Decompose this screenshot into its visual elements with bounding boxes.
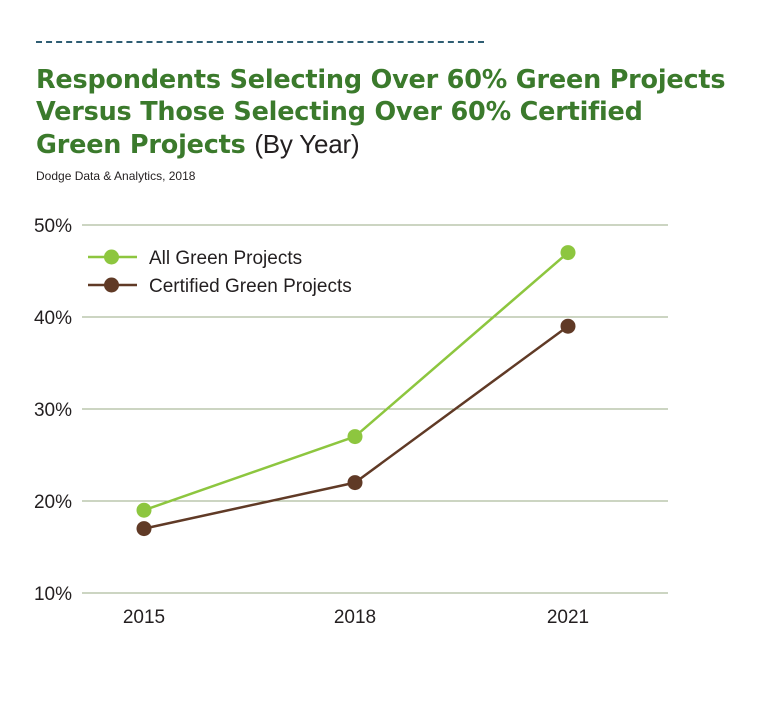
y-tick-label: 20% <box>34 492 72 513</box>
data-series <box>136 245 576 537</box>
chart-source: Dodge Data & Analytics, 2018 <box>36 169 196 183</box>
data-point <box>347 429 363 445</box>
series-1 <box>136 318 576 537</box>
chart-title-suffix: (By Year) <box>254 129 360 159</box>
chart-title-main: Respondents Selecting Over 60% Green Pro… <box>36 65 726 160</box>
x-tick-label: 2015 <box>123 607 165 628</box>
legend: All Green Projects Certified Green Projec… <box>88 248 352 297</box>
chart-title: Respondents Selecting Over 60% Green Pro… <box>36 64 736 161</box>
y-tick-label: 10% <box>34 584 72 605</box>
data-point <box>560 318 576 334</box>
legend-marker <box>104 249 119 265</box>
decorative-dashed-rule <box>36 41 484 43</box>
legend-marker <box>104 277 119 293</box>
x-tick-label: 2018 <box>334 607 376 628</box>
x-tick-label: 2021 <box>547 607 589 628</box>
x-axis-ticks: 2015 2018 2021 <box>123 607 589 628</box>
data-point <box>136 502 152 518</box>
y-tick-label: 40% <box>34 308 72 329</box>
data-point <box>136 521 152 537</box>
y-tick-label: 30% <box>34 400 72 421</box>
data-point <box>347 475 363 491</box>
y-tick-label: 50% <box>34 216 72 237</box>
grid-lines <box>82 224 668 594</box>
legend-label: All Green Projects <box>149 248 302 269</box>
legend-item: All Green Projects <box>88 248 302 269</box>
series-line <box>143 325 569 530</box>
y-axis-ticks: 10% 20% 30% 40% 50% <box>34 216 72 605</box>
series-0 <box>136 245 576 518</box>
legend-item: Certified Green Projects <box>88 276 352 297</box>
legend-label: Certified Green Projects <box>149 276 352 297</box>
data-point <box>560 245 576 261</box>
